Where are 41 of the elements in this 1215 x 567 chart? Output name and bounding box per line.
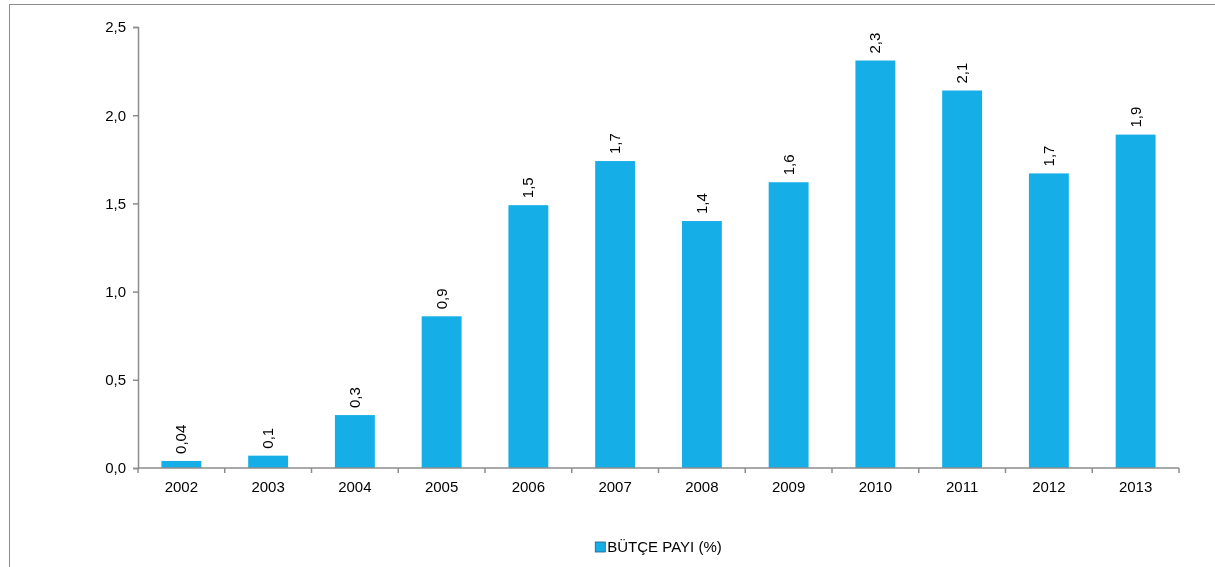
x-tick-label: 2003: [251, 478, 285, 495]
y-tick-label: 1,0: [105, 282, 126, 300]
bar: [508, 205, 549, 468]
x-tick-label: 2007: [598, 478, 632, 495]
y-tick-label: 2,0: [105, 106, 126, 124]
bar: [1028, 173, 1069, 468]
y-tick-label: 0,5: [105, 371, 126, 389]
x-tick-label: 2008: [685, 478, 719, 495]
x-tick-label: 2011: [945, 478, 979, 495]
bar: [768, 182, 809, 468]
x-tick-label: 2013: [1118, 478, 1153, 495]
x-tick-label: 2012: [1032, 478, 1066, 495]
bar: [942, 90, 983, 468]
bar: [334, 415, 375, 468]
data-label: 0,04: [172, 424, 190, 454]
x-tick-label: 2009: [771, 478, 806, 495]
data-label: 1,6: [779, 154, 797, 176]
bar: [421, 316, 462, 468]
x-tick-label: 2010: [858, 478, 893, 495]
y-tick-label: 1,5: [105, 194, 126, 212]
y-tick-label: 2,5: [105, 18, 126, 36]
y-tick-label: 0,0: [105, 459, 126, 477]
bar: [1115, 134, 1156, 468]
x-tick-label: 2004: [338, 478, 372, 495]
x-tick-label: 2006: [511, 478, 546, 495]
data-label: 0,9: [432, 288, 450, 310]
data-label: 1,7: [1039, 145, 1057, 167]
data-label: 1,4: [692, 193, 710, 215]
data-label: 2,3: [866, 32, 884, 54]
x-tick-label: 2005: [424, 478, 459, 495]
bar: [595, 161, 636, 468]
legend-label: BÜTÇE PAYI (%): [607, 538, 722, 555]
data-label: 0,1: [259, 427, 277, 449]
bar: [855, 60, 896, 468]
data-label: 1,9: [1126, 106, 1144, 128]
data-label: 1,7: [606, 133, 624, 155]
data-label: 2,1: [953, 62, 971, 84]
data-label: 0,3: [345, 387, 363, 409]
x-tick-label: 2002: [164, 478, 199, 495]
data-label: 1,5: [519, 177, 537, 199]
bar: [681, 221, 722, 468]
